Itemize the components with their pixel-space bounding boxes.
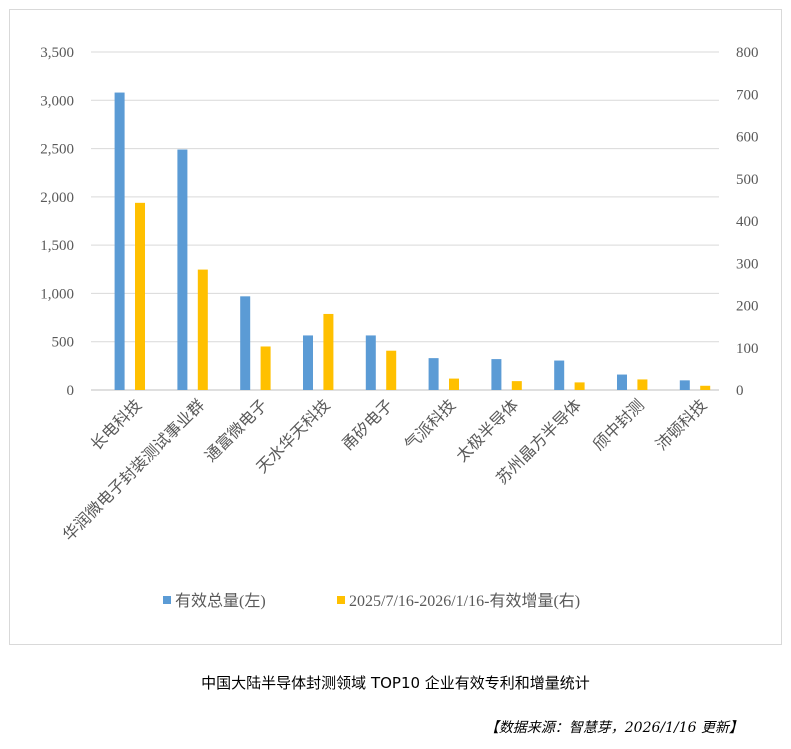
chart-frame: 0 500 1,000 1,500 2,000 2,500 3,000 3,500 0 100 20… bbox=[9, 9, 782, 645]
left-tick-label: 2,500 bbox=[40, 142, 74, 158]
right-tick-label: 100 bbox=[736, 341, 759, 357]
bar-total-1 bbox=[114, 92, 125, 390]
bar-total-3 bbox=[240, 296, 251, 390]
category-label: 颀中封测 bbox=[589, 395, 648, 454]
left-tick-label: 1,500 bbox=[40, 238, 74, 254]
bar-increase-9 bbox=[637, 379, 648, 390]
left-tick-label: 3,500 bbox=[40, 45, 74, 61]
left-tick-label: 500 bbox=[52, 335, 75, 351]
bar-increase-8 bbox=[574, 382, 585, 390]
legend-label-total: 有效总量(左) bbox=[175, 592, 266, 610]
legend-label-increase: 2025/7/16-2026/1/16-有效增量(右) bbox=[349, 592, 580, 610]
right-tick-label: 600 bbox=[736, 130, 759, 146]
right-tick-label: 500 bbox=[736, 172, 759, 188]
right-tick-label: 700 bbox=[736, 87, 759, 103]
bar-increase-3 bbox=[260, 346, 271, 390]
chart: 0 500 1,000 1,500 2,000 2,500 3,000 3,500 0 100 20… bbox=[40, 45, 759, 610]
bar-increase-6 bbox=[449, 378, 460, 390]
bar-increase-2 bbox=[197, 269, 208, 390]
category-label: 甬矽电子 bbox=[338, 395, 397, 454]
left-tick-label: 0 bbox=[67, 383, 75, 399]
category-label: 沛顿科技 bbox=[652, 395, 711, 454]
right-tick-label: 400 bbox=[736, 214, 759, 230]
bar-increase-1 bbox=[135, 202, 146, 390]
bar-increase-5 bbox=[386, 350, 397, 390]
left-tick-label: 2,000 bbox=[40, 190, 74, 206]
source-note: 【数据来源：智慧芽，2026/1/16 更新】 bbox=[484, 720, 743, 736]
right-tick-label: 300 bbox=[736, 256, 759, 272]
bar-total-8 bbox=[554, 360, 565, 390]
category-label: 气派科技 bbox=[401, 395, 460, 454]
legend-swatch-increase bbox=[337, 596, 345, 604]
right-tick-label: 200 bbox=[736, 299, 759, 315]
bar-total-2 bbox=[177, 149, 188, 390]
bar-total-4 bbox=[302, 335, 313, 390]
category-label: 长电科技 bbox=[87, 395, 146, 454]
bar-total-6 bbox=[428, 358, 439, 390]
bar-increase-10 bbox=[700, 385, 711, 390]
legend-swatch-total bbox=[163, 596, 171, 604]
chart-caption: 中国大陆半导体封测领域 TOP10 企业有效专利和增量统计 bbox=[201, 674, 590, 692]
right-tick-label: 0 bbox=[736, 383, 744, 399]
bar-increase-4 bbox=[323, 313, 334, 390]
bar-total-7 bbox=[491, 359, 502, 390]
left-tick-label: 1,000 bbox=[40, 286, 74, 302]
right-tick-label: 800 bbox=[736, 45, 759, 61]
bar-total-10 bbox=[679, 380, 690, 390]
bar-total-5 bbox=[365, 335, 376, 390]
left-tick-label: 3,000 bbox=[40, 93, 74, 109]
bar-increase-7 bbox=[511, 381, 522, 390]
bar-total-9 bbox=[616, 374, 627, 390]
